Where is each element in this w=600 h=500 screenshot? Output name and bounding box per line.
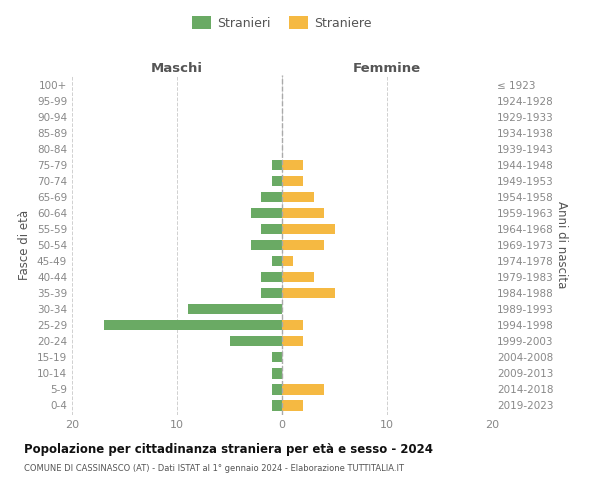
- Bar: [251, 240, 282, 250]
- Bar: [261, 224, 282, 234]
- Legend: Stranieri, Straniere: Stranieri, Straniere: [187, 11, 377, 35]
- Bar: [282, 208, 324, 218]
- Bar: [282, 272, 314, 282]
- Bar: [282, 336, 303, 346]
- Bar: [271, 176, 282, 186]
- Bar: [229, 336, 282, 346]
- Bar: [104, 320, 282, 330]
- Y-axis label: Anni di nascita: Anni di nascita: [554, 202, 568, 288]
- Text: Maschi: Maschi: [151, 62, 203, 75]
- Bar: [282, 384, 324, 394]
- Bar: [282, 160, 303, 170]
- Bar: [282, 288, 335, 298]
- Bar: [251, 208, 282, 218]
- Bar: [282, 176, 303, 186]
- Bar: [261, 288, 282, 298]
- Bar: [282, 400, 303, 410]
- Bar: [187, 304, 282, 314]
- Bar: [282, 192, 314, 202]
- Text: COMUNE DI CASSINASCO (AT) - Dati ISTAT al 1° gennaio 2024 - Elaborazione TUTTITA: COMUNE DI CASSINASCO (AT) - Dati ISTAT a…: [24, 464, 404, 473]
- Bar: [271, 352, 282, 362]
- Bar: [261, 272, 282, 282]
- Text: Femmine: Femmine: [353, 62, 421, 75]
- Bar: [282, 256, 293, 266]
- Text: Popolazione per cittadinanza straniera per età e sesso - 2024: Popolazione per cittadinanza straniera p…: [24, 442, 433, 456]
- Bar: [271, 160, 282, 170]
- Bar: [282, 320, 303, 330]
- Bar: [271, 368, 282, 378]
- Bar: [271, 256, 282, 266]
- Y-axis label: Fasce di età: Fasce di età: [19, 210, 31, 280]
- Bar: [282, 224, 335, 234]
- Bar: [271, 400, 282, 410]
- Bar: [261, 192, 282, 202]
- Bar: [282, 240, 324, 250]
- Bar: [271, 384, 282, 394]
